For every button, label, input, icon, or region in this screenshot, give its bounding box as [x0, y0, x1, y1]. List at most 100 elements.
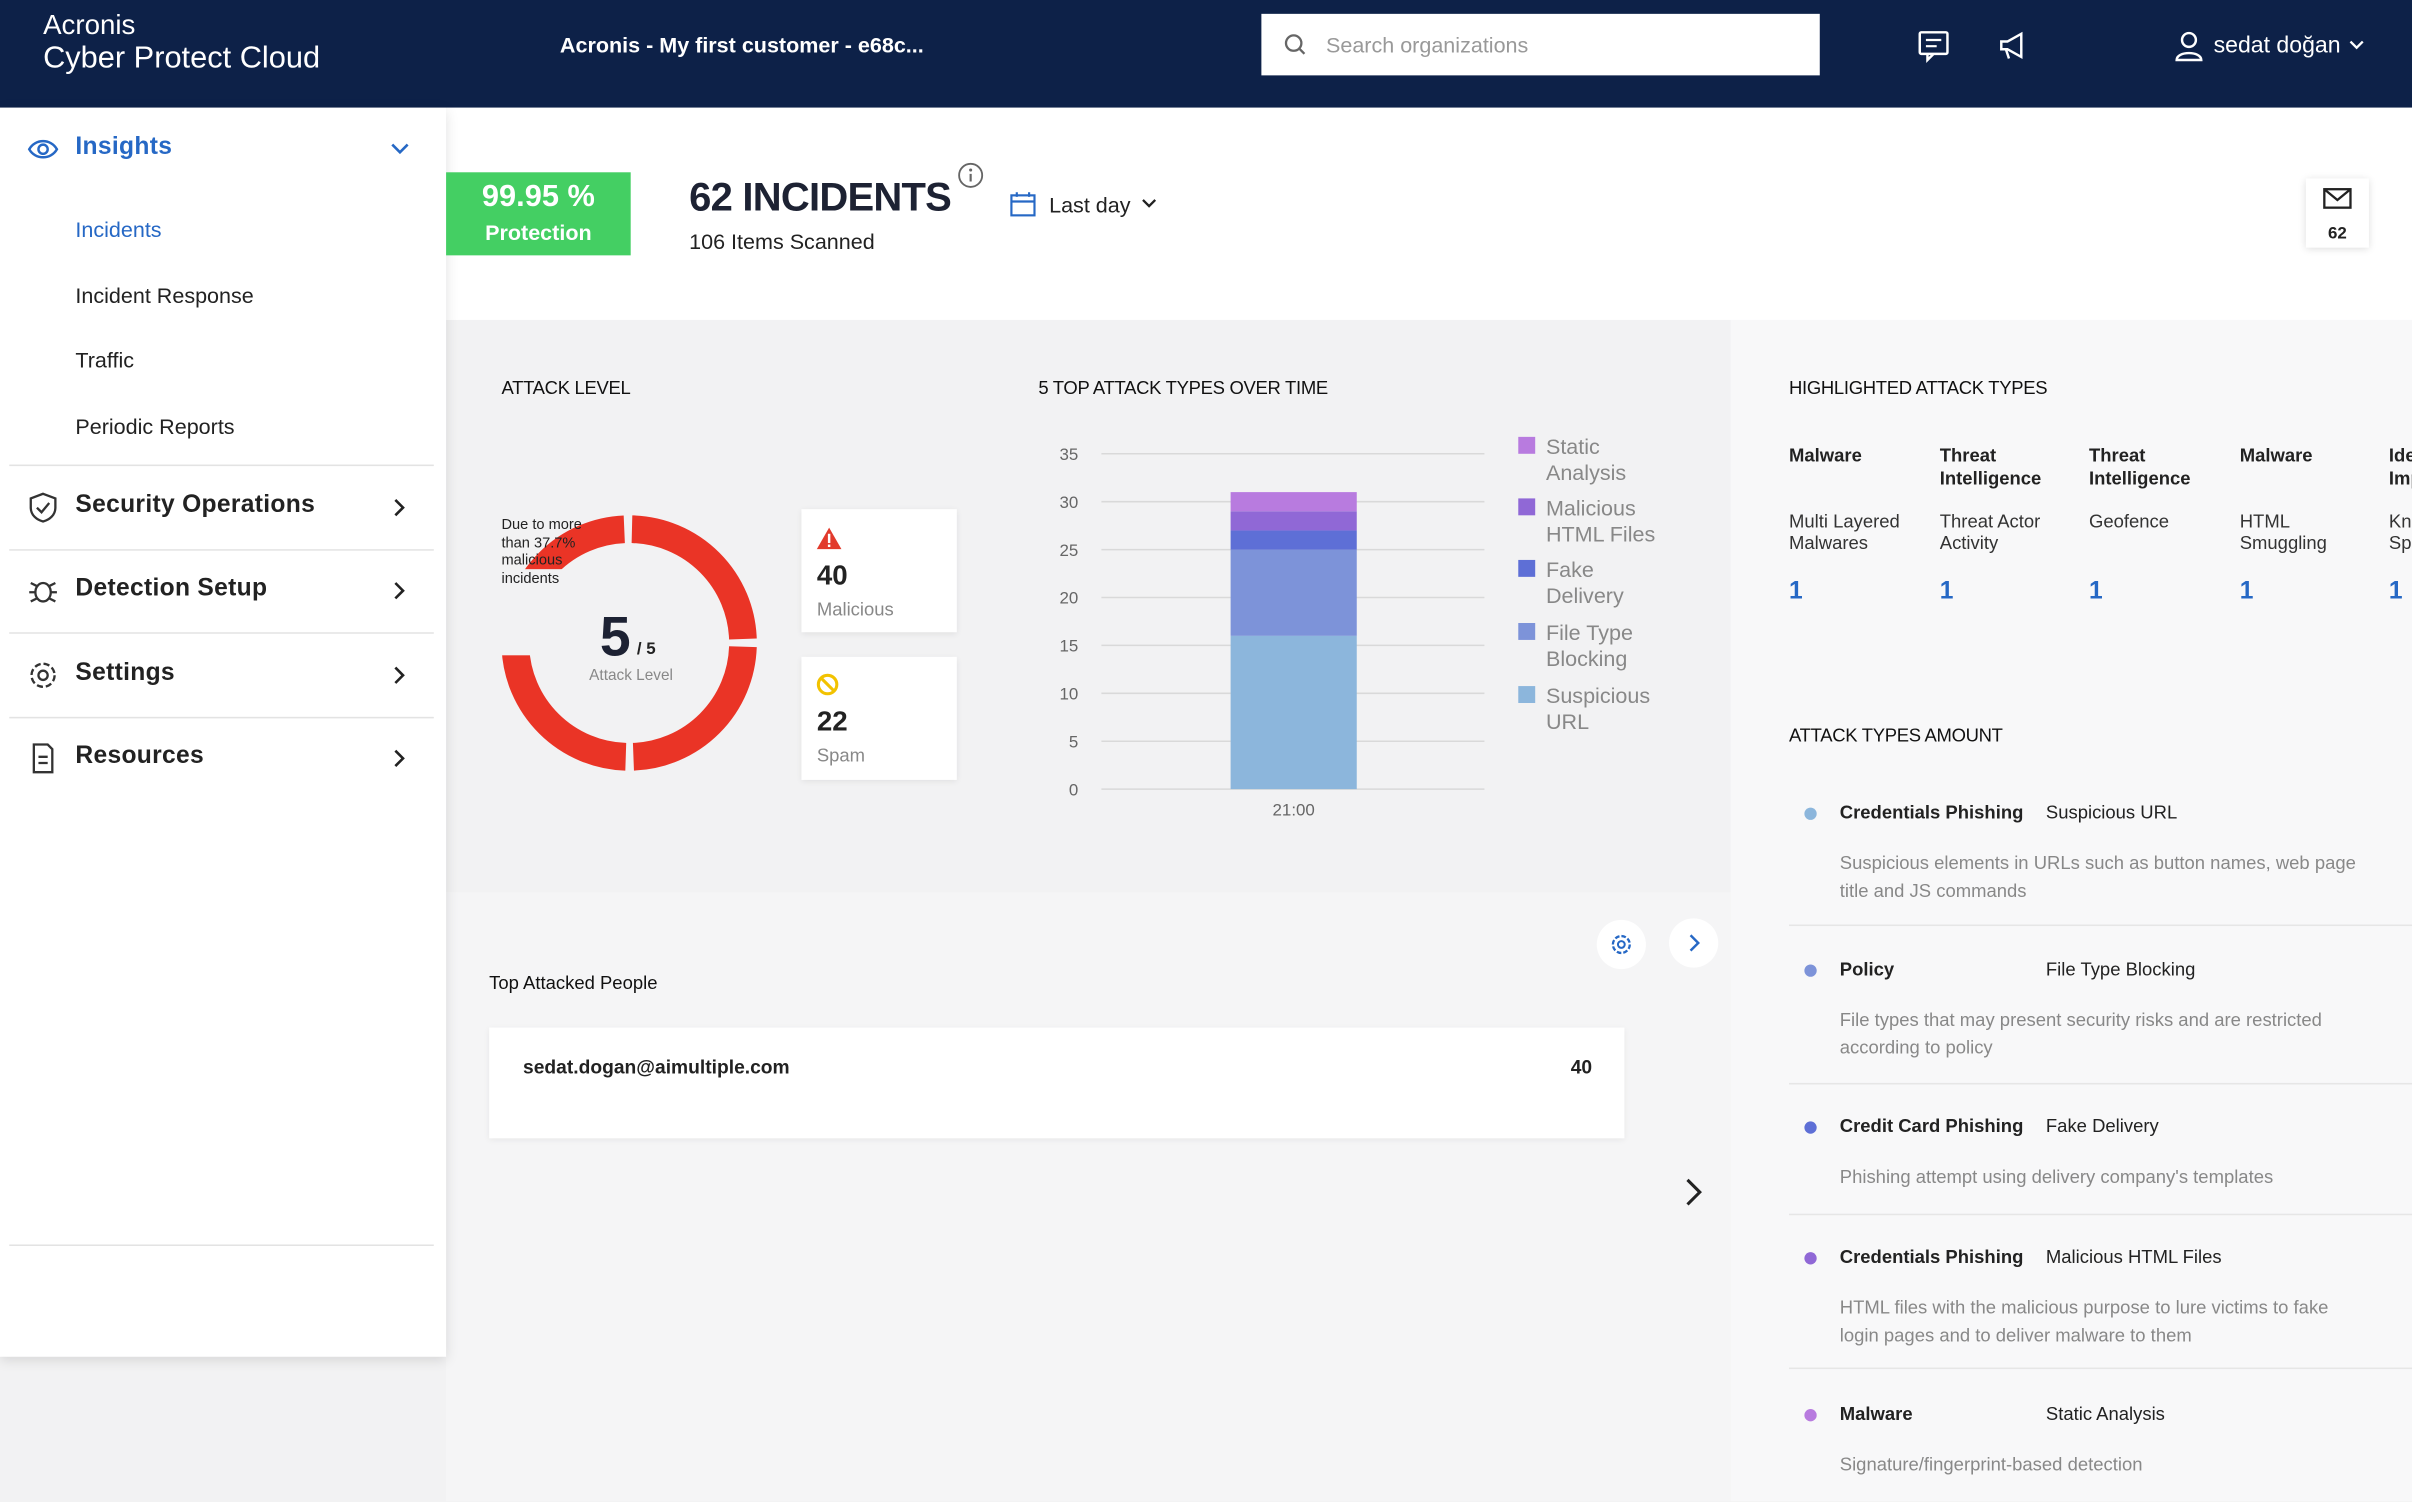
- nav-item[interactable]: Periodic Reports: [75, 413, 235, 439]
- people-row[interactable]: [489, 1027, 1625, 1139]
- people-title: Top Attacked People: [489, 972, 658, 994]
- nav-icon: [29, 492, 57, 523]
- highlight-category: Malware: [1789, 444, 1862, 467]
- y-tick-label: 35: [1060, 445, 1079, 464]
- nav-section[interactable]: Detection Setup: [75, 575, 268, 602]
- attack-level-title: ATTACK LEVEL: [501, 376, 631, 399]
- nav-section[interactable]: Insights: [75, 133, 173, 160]
- nav-separator: [9, 632, 434, 634]
- nav-item[interactable]: Incident Response: [75, 283, 254, 308]
- right-panel: [1730, 319, 2412, 1502]
- highlighted-title: HIGHLIGHTED ATTACK TYPES: [1789, 376, 2048, 399]
- user-name[interactable]: sedat doğan: [2213, 32, 2341, 59]
- amount-type: Malicious HTML Files: [2045, 1245, 2222, 1268]
- page-next[interactable]: [1680, 1175, 1708, 1209]
- chat-icon[interactable]: [1915, 28, 1952, 65]
- nav-chevron: [394, 666, 405, 684]
- y-tick-label: 30: [1060, 493, 1079, 512]
- highlight-name: Threat Actor Activity: [1939, 510, 2041, 554]
- bar-segment: [1230, 549, 1357, 636]
- attack-level-max: / 5: [636, 639, 656, 659]
- nav-separator: [9, 549, 434, 551]
- sidebar: [0, 107, 447, 1357]
- attack-donut: [492, 515, 757, 771]
- amount-category: Credentials Phishing: [1839, 801, 2024, 823]
- spam-label: Spam: [816, 744, 866, 767]
- amount-dot: [1804, 1121, 1817, 1134]
- people-panel: [446, 892, 1731, 1502]
- nav-chevron: [394, 499, 405, 517]
- amount-category: Credentials Phishing: [1839, 1245, 2024, 1268]
- amount-category: Credit Card Phishing: [1839, 1115, 2024, 1137]
- y-tick-label: 5: [1069, 732, 1078, 751]
- nav-separator: [9, 716, 434, 719]
- amount-category: Policy: [1839, 958, 1895, 980]
- items-scanned: 106 Items Scanned: [689, 229, 875, 254]
- amounts-title: ATTACK TYPES AMOUNT: [1789, 724, 2003, 747]
- next-button[interactable]: [1667, 917, 1719, 969]
- legend-label: Malicious HTML Files: [1545, 495, 1656, 547]
- people-email: sedat.dogan@aimultiple.com: [523, 1056, 790, 1079]
- nav-section[interactable]: Resources: [75, 742, 205, 770]
- attack-level: 5: [599, 604, 631, 668]
- amount-separator: [1789, 924, 2412, 927]
- legend-swatch: [1518, 498, 1536, 516]
- amount-dot: [1804, 1409, 1817, 1422]
- search-box[interactable]: [1261, 13, 1820, 76]
- x-tick-label: 21:00: [1273, 800, 1315, 819]
- protection-value: 99.95 %: [481, 179, 595, 214]
- nav-section[interactable]: Settings: [75, 659, 175, 687]
- bar-segment: [1230, 530, 1357, 550]
- search-icon: [1284, 34, 1306, 55]
- highlight-count: 1: [2239, 578, 2254, 605]
- legend-label: Static Analysis: [1545, 433, 1627, 485]
- amount-type: File Type Blocking: [2045, 958, 2196, 980]
- user-icon[interactable]: [2172, 29, 2206, 63]
- bar-segment: [1230, 511, 1357, 531]
- bar-segment: [1230, 635, 1357, 790]
- highlight-category: Threat Intelligence: [1939, 444, 2042, 490]
- announce-icon[interactable]: [1995, 28, 2032, 65]
- malicious-card: [801, 509, 957, 633]
- highlight-category: Malware: [2239, 444, 2313, 467]
- y-tick-label: 0: [1069, 780, 1078, 799]
- nav-separator: [9, 1244, 434, 1246]
- amount-description: Signature/fingerprint-based detection: [1839, 1453, 2143, 1476]
- info-icon[interactable]: [957, 162, 985, 190]
- nav-chevron: [394, 582, 405, 600]
- attack-note: Due to more than 37.7% malicious inciden…: [501, 516, 582, 587]
- incidents-count: 62 INCIDENTS: [689, 173, 952, 220]
- nav-section[interactable]: Security Operations: [75, 492, 316, 519]
- malicious-count: 40: [816, 559, 848, 591]
- highlight-count: 1: [1789, 578, 1803, 605]
- top-bar: [0, 0, 2412, 108]
- settings-button[interactable]: [1595, 918, 1647, 970]
- amount-description: HTML files with the malicious purpose to…: [1839, 1296, 2329, 1346]
- highlight-category: Threat Intelligence: [2088, 444, 2191, 490]
- highlight-count: 1: [2388, 578, 2403, 605]
- customer[interactable]: Acronis - My first customer - e68c...: [559, 32, 924, 57]
- amount-separator: [1789, 1082, 2412, 1085]
- protection-badge: [446, 172, 631, 256]
- y-tick-label: 15: [1060, 637, 1079, 656]
- people-count: 40: [1570, 1056, 1593, 1079]
- highlight-name: HTML Smuggling: [2239, 510, 2327, 554]
- spam-count: 22: [816, 706, 848, 737]
- calendar-icon: [1010, 192, 1036, 217]
- nav-item[interactable]: Traffic: [75, 347, 135, 373]
- nav-item[interactable]: Incidents: [75, 216, 162, 242]
- amount-type: Fake Delivery: [2045, 1115, 2159, 1137]
- highlight-category: Identity Impersonation: [2388, 444, 2412, 490]
- legend-swatch: [1518, 622, 1536, 640]
- attack-level-label: Attack Level: [589, 667, 673, 685]
- amount-type: Static Analysis: [2045, 1402, 2165, 1425]
- bar-segment: [1230, 492, 1357, 512]
- nav-chevron: [391, 143, 409, 155]
- chart-title: 5 TOP ATTACK TYPES OVER TIME: [1038, 376, 1328, 399]
- amount-description: File types that may present security ris…: [1839, 1009, 2322, 1059]
- period-select[interactable]: Last day: [1049, 192, 1131, 217]
- y-tick-label: 20: [1060, 589, 1079, 608]
- y-tick-label: 10: [1060, 684, 1079, 703]
